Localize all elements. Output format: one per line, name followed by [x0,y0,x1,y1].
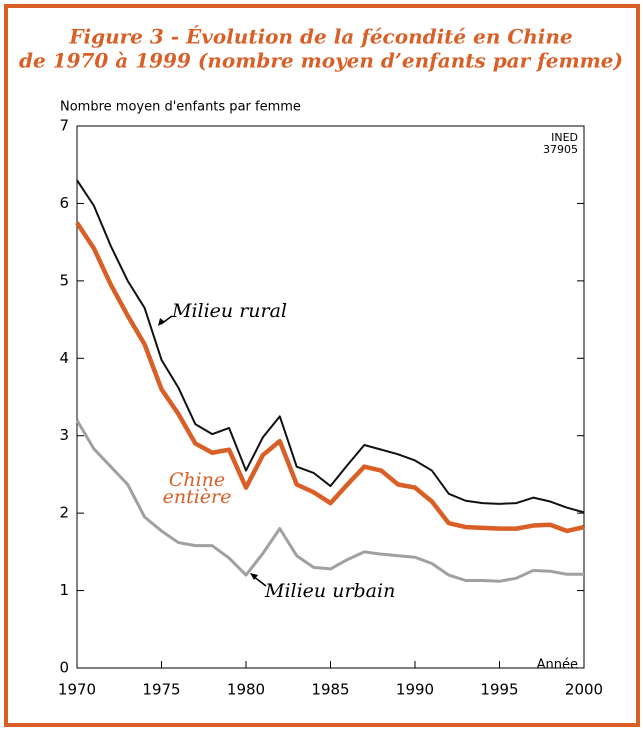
y-tick-label: 0 [59,659,69,677]
x-tick-label: 1975 [142,681,180,699]
x-tick-label: 2000 [565,681,603,699]
y-tick-label: 4 [59,349,69,367]
y-axis-label: Nombre moyen d'enfants par femme [60,100,301,115]
y-tick-label: 1 [59,581,69,599]
x-tick-label: 1985 [311,681,349,699]
series-line [76,179,585,514]
series-label: Milieu rural [172,300,288,322]
series-line [75,221,585,534]
y-tick-label: 2 [59,504,69,522]
x-tick-label: 1970 [58,681,96,699]
arrow-head [158,318,165,326]
frame [4,4,640,727]
series-label: Chine entière [162,469,232,508]
y-tick-label: 7 [59,117,69,135]
y-tick-label: 5 [59,271,69,289]
arrow-head [250,573,258,580]
x-tick-label: 1980 [227,681,265,699]
annotation: 37905 [543,143,578,156]
x-tick-label: 1995 [480,681,518,699]
x-tick-label: 1990 [396,681,434,699]
y-tick-label: 6 [59,194,69,212]
series-line [75,419,584,583]
annotation: INED [551,131,578,144]
x-axis-label: Année [537,658,578,673]
y-tick-label: 3 [59,426,69,444]
series-label: Milieu urbain [265,580,396,602]
chart-title: de 1970 à 1999 (nombre moyen d’enfants p… [19,49,623,73]
chart-title: Figure 3 - Évolution de la fécondité en … [68,25,572,49]
